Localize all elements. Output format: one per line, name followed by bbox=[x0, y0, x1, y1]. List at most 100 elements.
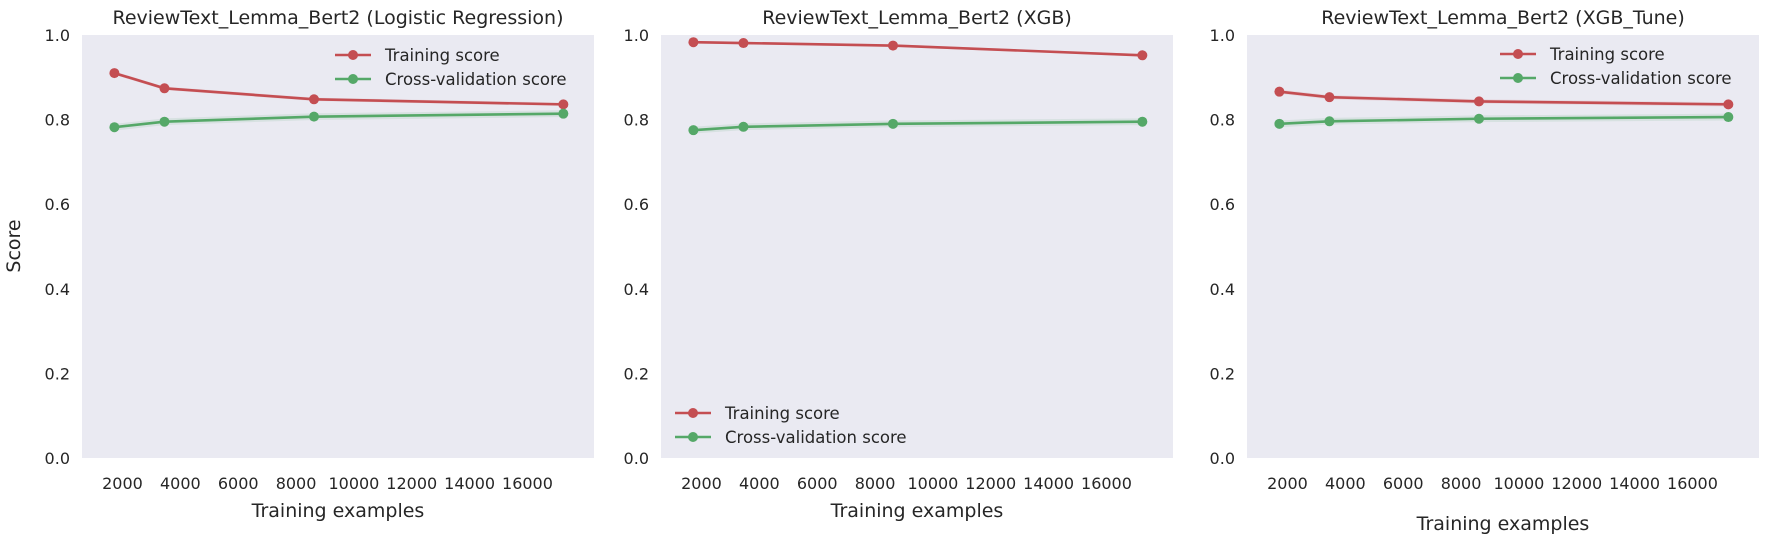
data-point bbox=[109, 122, 120, 133]
data-point bbox=[1473, 96, 1484, 107]
y-tick-label: 0.0 bbox=[45, 449, 70, 468]
x-tick-label: 4000 bbox=[160, 474, 201, 493]
data-point bbox=[109, 68, 120, 79]
y-tick-label: 0.6 bbox=[624, 195, 649, 214]
y-tick-label: 0.0 bbox=[1210, 449, 1235, 468]
y-tick-label: 1.0 bbox=[45, 26, 70, 45]
series-line bbox=[693, 120, 1143, 132]
legend-label: Cross-validation score bbox=[1550, 69, 1732, 88]
x-tick-label: 10000 bbox=[328, 474, 379, 493]
data-point bbox=[738, 121, 749, 132]
x-tick-label: 6000 bbox=[218, 474, 259, 493]
x-tick-label: 16000 bbox=[1081, 474, 1132, 493]
data-point bbox=[887, 40, 898, 51]
y-tick-label: 1.0 bbox=[1210, 26, 1235, 45]
data-point bbox=[1473, 113, 1484, 124]
x-tick-label: 14000 bbox=[1023, 474, 1074, 493]
chart-title: ReviewText_Lemma_Bert2 (XGB) bbox=[762, 7, 1072, 29]
series-training bbox=[688, 37, 1148, 61]
legend-item: Training score bbox=[1500, 45, 1665, 64]
series-line bbox=[693, 40, 1143, 57]
data-point bbox=[159, 116, 170, 127]
legend-label: Cross-validation score bbox=[725, 428, 907, 447]
series-training bbox=[1274, 86, 1734, 110]
legend-label: Training score bbox=[384, 46, 500, 65]
data-point bbox=[1137, 50, 1148, 61]
y-tick-label: 0.4 bbox=[624, 280, 649, 299]
x-tick-label: 2000 bbox=[102, 474, 143, 493]
series-line bbox=[1279, 115, 1729, 126]
legend: Training score Cross-validation score bbox=[1500, 45, 1732, 88]
x-tick-label: 2000 bbox=[681, 474, 722, 493]
x-tick-label: 14000 bbox=[444, 474, 495, 493]
x-tick-label: 14000 bbox=[1609, 474, 1660, 493]
data-point bbox=[887, 118, 898, 129]
y-tick-label: 0.0 bbox=[624, 449, 649, 468]
chart-title: ReviewText_Lemma_Bert2 (Logistic Regress… bbox=[112, 7, 563, 29]
x-tick-label: 8000 bbox=[276, 474, 317, 493]
series-cross-validation bbox=[688, 116, 1148, 136]
legend-label: Training score bbox=[724, 404, 840, 423]
legend: Training score Cross-validation score bbox=[675, 404, 907, 447]
series-cross-validation bbox=[109, 108, 569, 133]
x-tick-label: 4000 bbox=[1325, 474, 1366, 493]
y-axis-label: Score bbox=[3, 219, 25, 272]
y-tick-label: 0.6 bbox=[45, 195, 70, 214]
series-line bbox=[114, 71, 564, 106]
legend-item: Cross-validation score bbox=[1500, 69, 1732, 88]
chart-title: ReviewText_Lemma_Bert2 (XGB_Tune) bbox=[1321, 7, 1685, 29]
data-point bbox=[738, 38, 749, 49]
x-tick-label: 12000 bbox=[965, 474, 1016, 493]
x-tick-label: 6000 bbox=[797, 474, 838, 493]
legend-item: Training score bbox=[335, 46, 500, 65]
data-point bbox=[1324, 116, 1335, 127]
y-tick-label: 0.2 bbox=[624, 364, 649, 383]
x-tick-label: 8000 bbox=[1441, 474, 1482, 493]
legend-swatch-marker bbox=[688, 408, 698, 418]
legend-swatch-marker bbox=[1513, 49, 1523, 59]
y-tick-label: 0.4 bbox=[1210, 280, 1235, 299]
data-point bbox=[1723, 99, 1734, 110]
y-tick-label: 0.2 bbox=[1210, 364, 1235, 383]
y-tick-label: 0.4 bbox=[45, 280, 70, 299]
plot-area bbox=[82, 35, 594, 458]
legend-swatch-marker bbox=[688, 432, 698, 442]
data-point bbox=[1274, 118, 1285, 129]
chart-panel-3: ReviewText_Lemma_Bert2 (XGB_Tune) 2000 400… bbox=[1210, 7, 1759, 535]
y-tick-label: 0.6 bbox=[1210, 195, 1235, 214]
x-tick-label: 12000 bbox=[1551, 474, 1602, 493]
legend-swatch-marker bbox=[348, 50, 358, 60]
legend-swatch-marker bbox=[348, 74, 358, 84]
legend: Training score Cross-validation score bbox=[335, 46, 567, 89]
legend-item: Cross-validation score bbox=[675, 428, 907, 447]
legend-label: Cross-validation score bbox=[385, 70, 567, 89]
data-point bbox=[1137, 116, 1148, 127]
x-tick-label: 16000 bbox=[502, 474, 553, 493]
data-point bbox=[308, 94, 319, 105]
x-axis-label: Training examples bbox=[251, 500, 425, 522]
data-point bbox=[558, 99, 569, 110]
data-point bbox=[688, 125, 699, 136]
series-line bbox=[114, 112, 564, 129]
x-tick-label: 12000 bbox=[386, 474, 437, 493]
plot-area bbox=[661, 35, 1173, 458]
series-cross-validation bbox=[1274, 112, 1734, 129]
data-point bbox=[1324, 92, 1335, 103]
data-point bbox=[308, 111, 319, 122]
y-tick-label: 0.8 bbox=[45, 111, 70, 130]
y-tick-label: 0.2 bbox=[45, 364, 70, 383]
legend-label: Training score bbox=[1549, 45, 1665, 64]
chart-panel-1: ReviewText_Lemma_Bert2 (Logistic Regress… bbox=[45, 7, 594, 522]
data-point bbox=[688, 37, 699, 48]
data-point bbox=[1723, 112, 1734, 123]
y-tick-label: 0.8 bbox=[624, 111, 649, 130]
series-line bbox=[1279, 90, 1729, 106]
x-tick-label: 4000 bbox=[739, 474, 780, 493]
series-training bbox=[109, 68, 569, 110]
chart-panels: ReviewText_Lemma_Bert2 (Logistic Regress… bbox=[45, 7, 1759, 535]
y-tick-label: 0.8 bbox=[1210, 111, 1235, 130]
data-point bbox=[558, 108, 569, 119]
x-tick-label: 6000 bbox=[1383, 474, 1424, 493]
x-axis-label: Training examples bbox=[830, 500, 1004, 522]
